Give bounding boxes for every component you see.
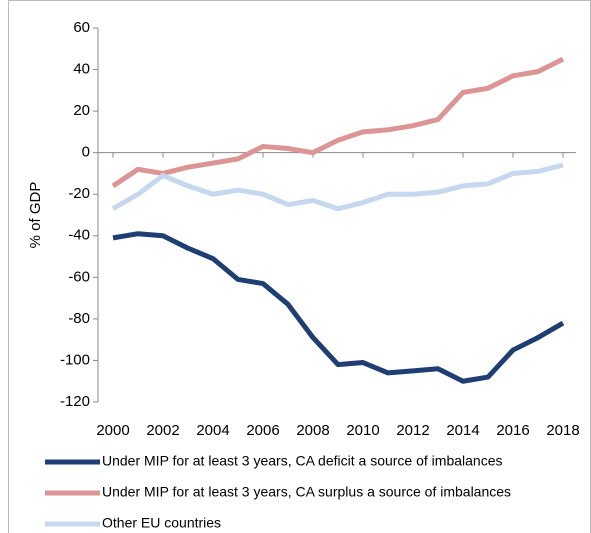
series-line xyxy=(112,231,565,384)
y-axis-label: % of GDP xyxy=(27,182,44,249)
y-tick-label: 60 xyxy=(73,19,90,36)
x-tick-label: 2002 xyxy=(146,422,179,439)
legend-label: Under MIP for at least 3 years, CA defic… xyxy=(102,453,502,469)
y-tick-label: -20 xyxy=(68,185,90,202)
y-tick-label: -100 xyxy=(60,351,90,368)
x-tick-label: 2014 xyxy=(446,422,479,439)
x-tick-label: 2012 xyxy=(396,422,429,439)
x-tick-label: 2004 xyxy=(196,422,229,439)
legend-label: Other EU countries xyxy=(102,515,221,531)
series-line xyxy=(111,56,565,188)
x-tick-label: 2000 xyxy=(96,422,129,439)
legend-label: Under MIP for at least 3 years, CA surpl… xyxy=(102,484,511,500)
y-tick-label: 20 xyxy=(73,102,90,119)
y-tick-label: -120 xyxy=(60,393,90,410)
x-tick-label: 2008 xyxy=(296,422,329,439)
x-tick-label: 2016 xyxy=(496,422,529,439)
x-tick-label: 2010 xyxy=(346,422,379,439)
x-tick-label: 2006 xyxy=(246,422,279,439)
y-tick-label: -80 xyxy=(68,310,90,327)
y-tick-label: -60 xyxy=(68,268,90,285)
x-tick-label: 2018 xyxy=(546,422,579,439)
series-line xyxy=(111,162,564,212)
y-tick-label: 0 xyxy=(82,144,90,161)
y-tick-label: 40 xyxy=(73,61,90,78)
y-tick-label: -40 xyxy=(68,227,90,244)
